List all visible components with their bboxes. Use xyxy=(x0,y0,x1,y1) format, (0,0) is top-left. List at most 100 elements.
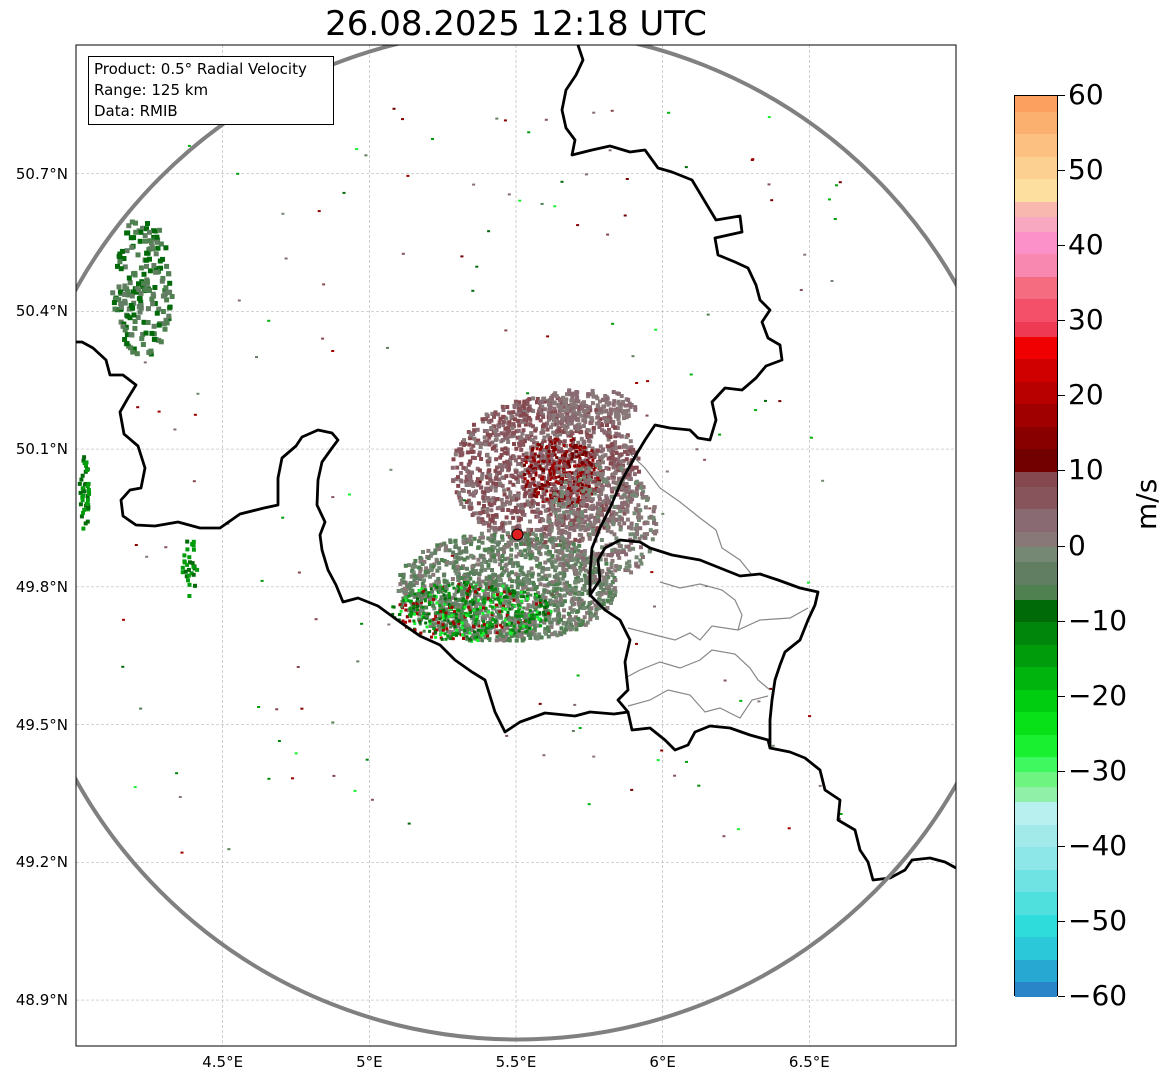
colorbar-tick-label: 10 xyxy=(1068,453,1104,487)
colorbar-segment xyxy=(1015,298,1057,322)
region-border xyxy=(627,451,753,576)
colorbar-segment xyxy=(1015,253,1057,277)
colorbar-segment xyxy=(1015,771,1057,788)
latitude-tick-label: 50.4°N xyxy=(15,302,68,321)
colorbar-tick-mark xyxy=(1058,170,1065,172)
colorbar-segment xyxy=(1015,936,1057,960)
map-title: 26.08.2025 12:18 UTC xyxy=(325,4,707,44)
colorbar-tick-mark xyxy=(1058,770,1065,772)
region-border xyxy=(627,607,809,641)
colorbar-segment xyxy=(1015,358,1057,382)
colorbar-segment xyxy=(1015,734,1057,758)
colorbar-segment xyxy=(1015,756,1057,773)
colorbar-segment xyxy=(1015,711,1057,735)
colorbar-tick-label: 60 xyxy=(1068,78,1104,111)
colorbar-segment xyxy=(1015,426,1057,450)
data-source-label: Data: RMIB xyxy=(94,102,178,120)
colorbar-tick-mark xyxy=(1058,470,1065,472)
colorbar-segment xyxy=(1015,981,1057,998)
colorbar-segment xyxy=(1015,178,1057,202)
colorbar-tick-mark xyxy=(1058,620,1065,622)
country-border xyxy=(76,45,784,734)
colorbar-segment xyxy=(1015,96,1057,112)
colorbar-tick-label: −20 xyxy=(1068,678,1128,712)
colorbar-tick-mark xyxy=(1058,545,1065,547)
colorbar-segment xyxy=(1015,111,1057,135)
colorbar-tick-mark xyxy=(1058,395,1065,397)
colorbar-segment xyxy=(1015,381,1057,405)
colorbar-tick-label: −40 xyxy=(1068,828,1128,862)
latitude-tick-label: 48.9°N xyxy=(15,991,68,1010)
colorbar-segment xyxy=(1015,276,1057,300)
map-frame xyxy=(75,44,957,1047)
colorbar-segment xyxy=(1015,321,1057,337)
colorbar-segment xyxy=(1015,546,1057,563)
colorbar-segment xyxy=(1015,689,1057,713)
colorbar-segment xyxy=(1015,846,1057,870)
product-label: Product: 0.5° Radial Velocity xyxy=(94,60,307,78)
colorbar-segment xyxy=(1015,231,1057,255)
colorbar-segment xyxy=(1015,448,1057,472)
colorbar-segment xyxy=(1015,216,1057,232)
colorbar-tick-mark xyxy=(1058,695,1065,697)
colorbar-tick-mark xyxy=(1058,245,1065,247)
colorbar-segment xyxy=(1015,891,1057,915)
colorbar-segment xyxy=(1015,959,1057,983)
colorbar-segment xyxy=(1015,486,1057,510)
colorbar-segment xyxy=(1015,471,1057,487)
colorbar-tick-mark xyxy=(1058,845,1065,847)
colorbar-segment xyxy=(1015,666,1057,690)
colorbar-segment xyxy=(1015,584,1057,600)
info-box: Product: 0.5° Radial Velocity Range: 125… xyxy=(88,56,334,125)
colorbar-segment xyxy=(1015,786,1057,803)
region-border xyxy=(659,581,743,631)
velocity-colorbar xyxy=(1014,95,1058,998)
colorbar-segment xyxy=(1015,621,1057,645)
gridlines xyxy=(76,45,956,1046)
colorbar-segment xyxy=(1015,336,1057,360)
radar-range-ring xyxy=(76,45,956,1042)
colorbar-tick-label: 50 xyxy=(1068,153,1104,187)
colorbar-segment xyxy=(1015,403,1057,427)
colorbar-tick-label: 30 xyxy=(1068,303,1104,337)
colorbar-tick-mark xyxy=(1058,95,1065,96)
colorbar-tick-label: −50 xyxy=(1068,903,1128,937)
radar-echoes xyxy=(77,103,843,854)
colorbar-segment xyxy=(1015,201,1057,217)
colorbar-tick-label: 40 xyxy=(1068,228,1104,262)
country-border xyxy=(588,538,820,748)
colorbar-segment xyxy=(1015,156,1057,180)
colorbar-segment xyxy=(1015,824,1057,848)
longitude-tick-label: 5.5°E xyxy=(495,1053,537,1071)
colorbar-segment xyxy=(1015,561,1057,585)
longitude-tick-label: 5°E xyxy=(356,1053,383,1071)
colorbar-segment xyxy=(1015,508,1057,532)
latitude-tick-label: 50.7°N xyxy=(15,164,68,183)
region-border xyxy=(627,689,769,719)
radar-site-marker xyxy=(511,528,524,541)
colorbar-tick-label: 0 xyxy=(1068,528,1086,562)
colorbar-segment xyxy=(1015,531,1057,547)
longitude-tick-label: 6°E xyxy=(649,1053,676,1071)
colorbar-segment xyxy=(1015,133,1057,157)
colorbar-tick-label: 20 xyxy=(1068,378,1104,412)
colorbar-tick-label: −60 xyxy=(1068,979,1128,1012)
latitude-tick-label: 49.5°N xyxy=(15,715,68,734)
country-border xyxy=(626,711,956,882)
range-label: Range: 125 km xyxy=(94,81,209,99)
colorbar-segment xyxy=(1015,914,1057,938)
latitude-tick-label: 49.2°N xyxy=(15,853,68,872)
colorbar-tick-mark xyxy=(1058,920,1065,922)
colorbar-segment xyxy=(1015,644,1057,668)
colorbar-tick-mark xyxy=(1058,996,1065,997)
latitude-tick-label: 49.8°N xyxy=(15,577,68,596)
colorbar-tick-label: −30 xyxy=(1068,753,1128,787)
colorbar-segment xyxy=(1015,869,1057,893)
colorbar-tick-label: −10 xyxy=(1068,603,1128,637)
colorbar-tick-mark xyxy=(1058,320,1065,322)
latitude-tick-label: 50.1°N xyxy=(15,440,68,459)
colorbar-unit-label: m/s xyxy=(1130,478,1163,530)
colorbar-segment xyxy=(1015,801,1057,825)
longitude-tick-label: 6.5°E xyxy=(788,1053,830,1071)
